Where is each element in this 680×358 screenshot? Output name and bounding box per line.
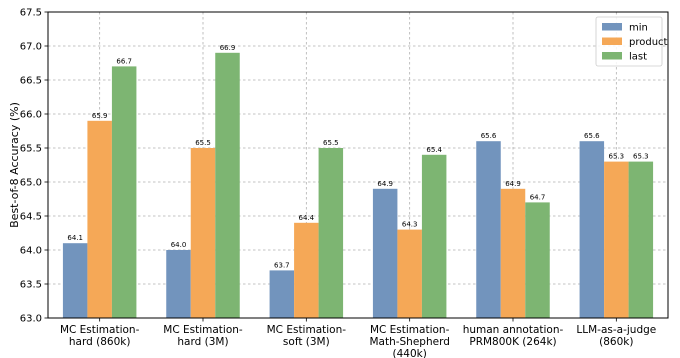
data-label: 64.9	[377, 180, 393, 188]
bars	[62, 52, 654, 319]
bar-last	[421, 154, 447, 318]
data-label: 65.9	[92, 112, 108, 120]
data-label: 65.5	[195, 139, 211, 147]
data-label: 64.7	[530, 193, 546, 201]
legend-swatch-product	[602, 37, 622, 45]
bar-min	[372, 188, 398, 318]
grid	[48, 11, 668, 319]
y-tick-label: 66.5	[20, 76, 42, 87]
x-tick-label: PRM800K (264k)	[469, 336, 556, 348]
y-tick-label: 65.0	[20, 178, 42, 189]
x-tick-label: MC Estimation-	[60, 324, 140, 336]
bar-last	[111, 66, 137, 319]
data-label: 65.3	[609, 153, 625, 161]
data-label: 65.4	[426, 146, 442, 154]
bar-last	[318, 148, 344, 318]
legend-label-product: product	[629, 37, 668, 48]
data-label: 65.6	[584, 132, 600, 140]
y-tick-label: 67.0	[20, 42, 42, 53]
data-label: 65.5	[323, 139, 339, 147]
data-label: 63.7	[274, 261, 290, 269]
legend-label-last: last	[629, 52, 647, 63]
data-label: 64.0	[171, 241, 187, 249]
bar-last	[525, 202, 550, 318]
data-label: 66.7	[116, 57, 132, 65]
bar-product	[87, 120, 112, 318]
bar-product	[294, 222, 319, 318]
bar-min	[269, 270, 295, 318]
bar-min	[579, 141, 605, 318]
bar-product	[500, 188, 526, 318]
y-tick-label: 64.5	[20, 212, 42, 223]
bar-min	[62, 243, 88, 318]
x-tick-label: hard (3M)	[177, 336, 228, 348]
legend-swatch-min	[602, 23, 622, 31]
data-label: 66.9	[220, 44, 236, 52]
y-tick-label: 65.5	[20, 144, 42, 155]
x-axis-ticks: MC Estimation-hard (860k)MC Estimation-h…	[60, 318, 656, 358]
x-tick-label: MC Estimation-	[370, 324, 450, 336]
x-tick-label: MC Estimation-	[163, 324, 243, 336]
bar-min	[166, 250, 191, 318]
data-labels: 64.1 65.9 66.7 64.0 65.5 66.9 63.7 64.4 65.5 64.9…	[67, 44, 648, 270]
x-tick-label: (860k)	[599, 336, 633, 348]
x-tick-label: LLM-as-a-judge	[576, 324, 656, 336]
bar-product	[190, 148, 216, 318]
data-label: 64.3	[402, 221, 418, 229]
x-tick-label: (440k)	[393, 348, 427, 358]
bar-last	[215, 52, 240, 319]
data-label: 64.4	[299, 214, 315, 222]
bar-product	[604, 161, 629, 318]
y-tick-label: 66.0	[20, 110, 42, 121]
y-tick-label: 67.5	[20, 8, 42, 19]
y-tick-label: 63.0	[20, 314, 42, 325]
x-tick-label: human annotation-	[463, 324, 564, 336]
x-tick-label: soft (3M)	[283, 336, 330, 348]
data-label: 65.6	[481, 132, 497, 140]
data-label: 64.9	[505, 180, 521, 188]
y-axis-ticks: 63.0 63.5 64.0 64.5 65.0 65.5 66.0 66.5 67.0 67.5	[20, 8, 48, 325]
data-label: 65.3	[633, 153, 649, 161]
y-axis-label: Best-of-8 Accuracy (%)	[8, 102, 21, 228]
y-tick-label: 64.0	[20, 246, 42, 257]
data-label: 64.1	[67, 234, 83, 242]
plot-frame	[47, 11, 669, 319]
x-tick-label: hard (860k)	[69, 336, 131, 348]
legend-label-min: min	[629, 23, 648, 34]
legend-swatch-last	[602, 52, 622, 60]
legend: min product last	[595, 16, 668, 67]
x-tick-label: MC Estimation-	[267, 324, 347, 336]
y-tick-label: 63.5	[20, 280, 42, 291]
bar-min	[476, 141, 501, 318]
bar-product	[397, 229, 422, 318]
x-tick-label: Math-Shepherd	[369, 336, 449, 348]
bar-last	[628, 161, 654, 318]
